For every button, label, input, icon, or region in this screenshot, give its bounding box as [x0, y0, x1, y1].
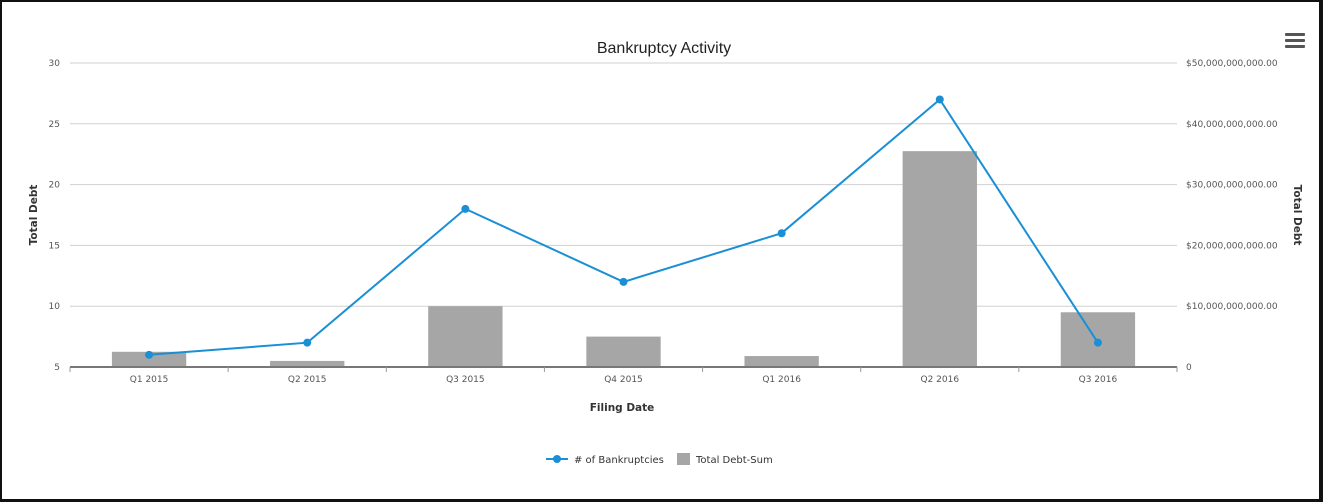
x-axis-title: Filing Date [590, 402, 655, 414]
bar-total-debt-sum [111, 351, 187, 367]
legend-label-bankruptcies[interactable]: # of Bankruptcies [574, 455, 664, 466]
menu-bar-bottom [1285, 45, 1305, 48]
bar-series [111, 151, 1136, 367]
left-tick-label: 10 [49, 302, 61, 312]
bar-total-debt-sum [586, 336, 661, 367]
menu-bar-top [1285, 33, 1305, 36]
menu-bar-middle [1285, 39, 1305, 42]
right-tick-label: $10,000,000,000.00 [1186, 302, 1278, 312]
right-tick-label: $30,000,000,000.00 [1186, 181, 1278, 191]
right-tick-label: $20,000,000,000.00 [1186, 241, 1278, 251]
x-tick-label: Q4 2015 [604, 375, 643, 385]
left-tick-label: 25 [49, 120, 60, 130]
bar-total-debt-sum [428, 306, 503, 367]
x-tick-label: Q3 2016 [1079, 375, 1118, 385]
point-bankruptcies [1093, 338, 1102, 347]
x-axis: Q1 2015 Q2 2015 Q3 2015 Q4 2015 Q1 2016 Q2 20… [69, 366, 1178, 385]
gridlines [70, 62, 1177, 307]
x-tick-label: Q1 2016 [762, 375, 801, 385]
legend-bar-swatch [677, 453, 690, 465]
bar-total-debt-sum [902, 151, 977, 367]
left-tick-label: 20 [49, 181, 61, 191]
left-tick-label: 30 [49, 59, 61, 69]
left-tick-label: 15 [49, 241, 60, 251]
right-tick-label: $40,000,000,000.00 [1186, 120, 1278, 130]
right-tick-label: $50,000,000,000.00 [1186, 59, 1278, 69]
hamburger-menu-icon[interactable] [1285, 33, 1305, 49]
point-bankruptcies [303, 338, 312, 347]
left-axis-ticks: 5 10 15 20 25 30 [49, 59, 61, 373]
bar-total-debt-sum [744, 356, 819, 367]
legend-label-total-debt-sum[interactable]: Total Debt-Sum [695, 455, 773, 466]
y-axis-left-title: Total Debt [28, 185, 40, 246]
point-bankruptcies [935, 95, 944, 104]
x-tick-label: Q1 2015 [130, 375, 169, 385]
chart-title: Bankruptcy Activity [597, 40, 731, 57]
point-bankruptcies [619, 277, 628, 286]
legend-line-marker [553, 455, 561, 463]
left-tick-label: 5 [54, 363, 60, 373]
x-tick-label: Q3 2015 [446, 375, 485, 385]
bar-total-debt-sum [270, 360, 345, 367]
legend: # of Bankruptcies Total Debt-Sum [546, 453, 773, 466]
right-tick-label: 0 [1186, 363, 1192, 373]
x-tick-label: Q2 2015 [288, 375, 327, 385]
x-tick-label: Q2 2016 [920, 375, 959, 385]
line-series [145, 95, 1102, 359]
right-axis-ticks: 0 $10,000,000,000.00 $20,000,000,000.00 $30… [1186, 59, 1278, 373]
y-axis-right-title: Total Debt [1291, 185, 1303, 246]
point-bankruptcies [145, 350, 154, 359]
point-bankruptcies [461, 204, 470, 213]
point-bankruptcies [777, 229, 786, 238]
